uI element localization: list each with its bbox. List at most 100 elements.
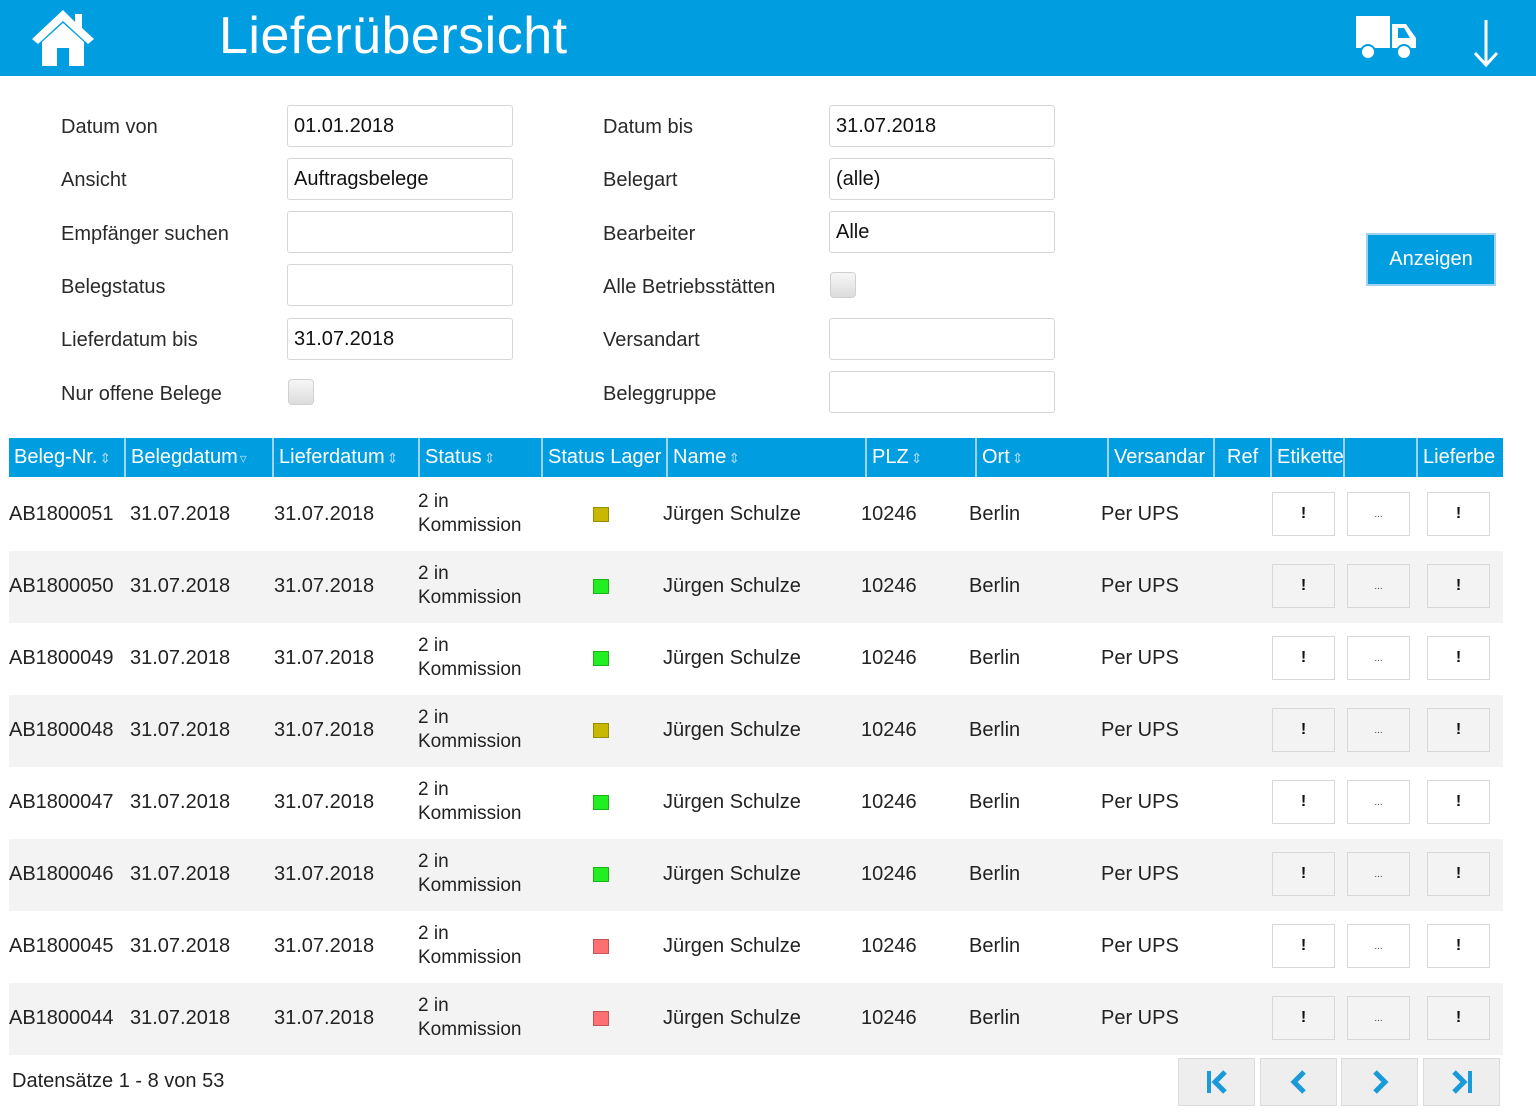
etikette-button[interactable]: ! (1272, 780, 1335, 824)
column-plz[interactable]: PLZ ⇕ (867, 438, 977, 477)
more-options-button[interactable]: ... (1347, 492, 1410, 536)
anzeigen-button[interactable]: Anzeigen (1366, 233, 1496, 286)
ort: Berlin (969, 935, 1021, 957)
ort: Berlin (969, 647, 1021, 669)
lieferbeleg-button[interactable]: ! (1427, 996, 1490, 1040)
home-icon[interactable] (30, 8, 96, 68)
etikette-button[interactable]: ! (1272, 564, 1335, 608)
belegdatum: 31.07.2018 (130, 935, 231, 957)
ansicht-input[interactable] (287, 158, 513, 200)
first-page-button[interactable] (1178, 1058, 1255, 1106)
label-belegart: Belegart (603, 169, 678, 191)
column-status[interactable]: Status ⇕ (420, 438, 543, 477)
etikette-button[interactable]: ! (1272, 924, 1335, 968)
belegstatus-input[interactable] (287, 264, 513, 306)
table-row[interactable]: AB1800050 31.07.2018 31.07.2018 2 in Kommiss… (9, 551, 1503, 623)
more-options-button[interactable]: ... (1347, 708, 1410, 752)
beleggruppe-input[interactable] (829, 371, 1055, 413)
table-row[interactable]: AB1800047 31.07.2018 31.07.2018 2 in Kommiss… (9, 767, 1503, 839)
column-label: Versandar (1114, 446, 1206, 468)
lieferbeleg-button[interactable]: ! (1427, 924, 1490, 968)
more-options-button[interactable]: ... (1347, 852, 1410, 896)
status-line-1: 2 in (418, 923, 449, 944)
column-ref[interactable]: Ref (1215, 438, 1272, 477)
column-lieferdatum[interactable]: Lieferdatum ⇕ (274, 438, 420, 477)
etikette-button[interactable]: ! (1272, 708, 1335, 752)
table-row[interactable]: AB1800048 31.07.2018 31.07.2018 2 in Kommiss… (9, 695, 1503, 767)
column-label: Ort (982, 446, 1010, 468)
label-belegstatus: Belegstatus (61, 276, 166, 298)
datum-von-input[interactable] (287, 105, 513, 147)
beleg-nr[interactable]: AB1800044 (9, 1007, 114, 1029)
etikette-button[interactable]: ! (1272, 492, 1335, 536)
status-line-2: Kommission (418, 731, 522, 752)
more-options-button[interactable]: ... (1347, 636, 1410, 680)
nur-offene-belege-checkbox[interactable] (288, 379, 314, 405)
versandart-input[interactable] (829, 318, 1055, 360)
column-status-lager[interactable]: Status Lager (543, 438, 668, 477)
lieferbeleg-button[interactable]: ! (1427, 492, 1490, 536)
column-beleg-nr[interactable]: Beleg-Nr. ⇕ (9, 438, 126, 477)
lieferbeleg-button[interactable]: ! (1427, 780, 1490, 824)
more-options-button[interactable]: ... (1347, 924, 1410, 968)
prev-page-button[interactable] (1260, 1058, 1337, 1106)
page-title: Lieferübersicht (219, 7, 568, 65)
column-ort[interactable]: Ort ⇕ (977, 438, 1109, 477)
empfaenger-suchen-input[interactable] (287, 211, 513, 253)
sort-icon: ⇕ (910, 450, 923, 466)
more-options-button[interactable]: ... (1347, 564, 1410, 608)
datum-bis-input[interactable] (829, 105, 1055, 147)
column-belegdatum[interactable]: Belegdatum ▿ (126, 438, 274, 477)
last-page-button[interactable] (1423, 1058, 1500, 1106)
sort-icon: ⇕ (483, 450, 496, 466)
etikette-button[interactable]: ! (1272, 996, 1335, 1040)
column-label: Beleg-Nr. (14, 446, 98, 468)
belegart-input[interactable] (829, 158, 1055, 200)
column-label: Lieferdatum (279, 446, 385, 468)
more-options-button[interactable]: ... (1347, 780, 1410, 824)
label-versandart: Versandart (603, 329, 700, 351)
table-row[interactable]: AB1800044 31.07.2018 31.07.2018 2 in Kommiss… (9, 983, 1503, 1055)
etikette-button[interactable]: ! (1272, 852, 1335, 896)
status: 2 in Kommission (418, 850, 521, 898)
status-line-2: Kommission (418, 659, 522, 680)
beleg-nr[interactable]: AB1800050 (9, 575, 114, 597)
belegdatum: 31.07.2018 (130, 791, 231, 813)
column-label: Status (425, 446, 482, 468)
beleg-nr[interactable]: AB1800049 (9, 647, 114, 669)
alle-betriebsstaetten-checkbox[interactable] (830, 272, 856, 298)
etikette-button[interactable]: ! (1272, 636, 1335, 680)
lieferbeleg-button[interactable]: ! (1427, 852, 1490, 896)
lieferdatum: 31.07.2018 (274, 791, 375, 813)
lieferbeleg-button[interactable]: ! (1427, 708, 1490, 752)
column-versandart[interactable]: Versandar (1109, 438, 1215, 477)
beleg-nr[interactable]: AB1800045 (9, 935, 114, 957)
next-page-button[interactable] (1341, 1058, 1418, 1106)
column-name[interactable]: Name ⇕ (668, 438, 867, 477)
lieferbeleg-button[interactable]: ! (1427, 564, 1490, 608)
bearbeiter-input[interactable] (829, 211, 1055, 253)
label-bearbeiter: Bearbeiter (603, 223, 696, 245)
more-options-button[interactable]: ... (1347, 996, 1410, 1040)
status-lager-indicator (593, 939, 609, 954)
label-datum-bis: Datum bis (603, 116, 694, 138)
lieferbeleg-button[interactable]: ! (1427, 636, 1490, 680)
label-ansicht: Ansicht (61, 169, 127, 191)
plz: 10246 (861, 1007, 917, 1029)
record-count: Datensätze 1 - 8 von 53 (12, 1070, 225, 1092)
table-row[interactable]: AB1800049 31.07.2018 31.07.2018 2 in Kommiss… (9, 623, 1503, 695)
table-row[interactable]: AB1800051 31.07.2018 31.07.2018 2 in Kommiss… (9, 479, 1503, 551)
status-lager-indicator (593, 795, 609, 810)
lieferdatum: 31.07.2018 (274, 575, 375, 597)
beleg-nr[interactable]: AB1800051 (9, 503, 114, 525)
table-row[interactable]: AB1800045 31.07.2018 31.07.2018 2 in Kommiss… (9, 911, 1503, 983)
table-row[interactable]: AB1800046 31.07.2018 31.07.2018 2 in Kommiss… (9, 839, 1503, 911)
column-lieferbeleg[interactable]: Lieferbe (1418, 438, 1503, 477)
beleg-nr[interactable]: AB1800046 (9, 863, 114, 885)
beleg-nr[interactable]: AB1800047 (9, 791, 114, 813)
truck-icon[interactable] (1354, 14, 1420, 62)
arrow-down-icon[interactable] (1470, 18, 1502, 68)
lieferdatum-bis-input[interactable] (287, 318, 513, 360)
beleg-nr[interactable]: AB1800048 (9, 719, 114, 741)
column-etikette[interactable]: Etikette (1272, 438, 1345, 477)
